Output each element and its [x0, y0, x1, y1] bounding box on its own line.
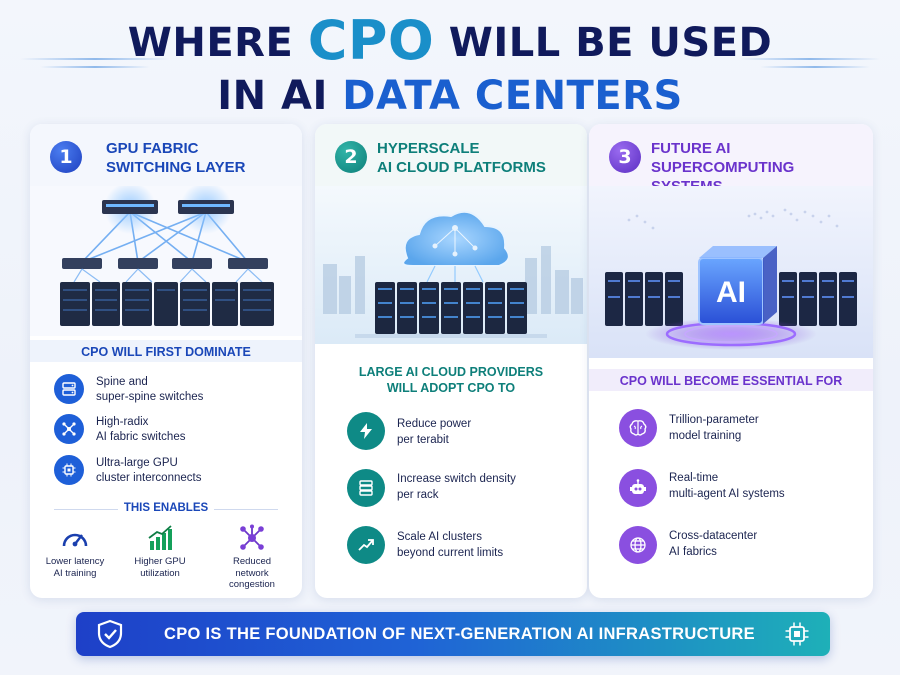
panel-header: 3 FUTURE AI SUPERCOMPUTING SYSTEMS	[589, 124, 873, 195]
title-cpo: CPO	[307, 9, 435, 72]
list-item: Real-time multi-agent AI systems	[669, 472, 785, 500]
list-item: Trillion-parameter model training	[669, 414, 759, 442]
panel-future-supercomputing: 3 FUTURE AI SUPERCOMPUTING SYSTEMS	[589, 124, 873, 598]
footer-text: CPO IS THE FOUNDATION OF NEXT-GENERATION…	[164, 625, 755, 643]
title-where: WHERE	[127, 20, 294, 66]
list-item: Reduce power per terabit	[397, 418, 472, 446]
title-will-be-used: WILL BE USED	[448, 20, 773, 66]
panel-hyperscale-cloud: 2 HYPERSCALE AI CLOUD PLATFORMS	[315, 124, 587, 598]
step-number-badge: 3	[609, 141, 641, 173]
panel-gpu-fabric: 1 GPU FABRIC SWITCHING LAYER	[30, 124, 302, 598]
benefit-reduced-congestion: Reduced network congestion	[212, 524, 292, 591]
title-in-ai: IN AI	[217, 73, 328, 119]
globe-icon	[619, 526, 657, 564]
light-streak	[20, 58, 170, 60]
title-data-centers: DATA CENTERS	[342, 73, 683, 119]
panel-header: 1 GPU FABRIC SWITCHING LAYER	[30, 124, 302, 186]
section-title: CPO WILL BECOME ESSENTIAL FOR	[619, 374, 843, 388]
panel-title: GPU FABRIC SWITCHING LAYER	[106, 140, 246, 176]
ai-supercomputer-illustration: AI	[589, 186, 873, 358]
list-item: Scale AI clusters beyond current limits	[397, 531, 504, 559]
server-rack-icon	[54, 374, 84, 404]
divider	[214, 509, 278, 510]
panel-header: 2 HYPERSCALE AI CLOUD PLATFORMS	[315, 124, 587, 186]
list-item: Cross-datacenter AI fabrics	[669, 530, 758, 558]
chip-icon	[785, 622, 809, 646]
section-title: LARGE AI CLOUD PROVIDERS WILL ADOPT CPO …	[358, 365, 544, 395]
light-streak	[740, 58, 880, 60]
section-band	[30, 340, 302, 362]
page-title: WHERE CPO WILL BE USED IN AI DATA CENTER…	[0, 14, 900, 119]
list-item: Increase switch density per rack	[397, 473, 516, 501]
footer-banner: CPO IS THE FOUNDATION OF NEXT-GENERATION…	[76, 612, 830, 656]
bar-growth-icon	[148, 525, 172, 550]
benefit-higher-utilization: Higher GPU utilization	[120, 524, 200, 579]
step-number-badge: 2	[335, 141, 367, 173]
chip-icon	[54, 455, 84, 485]
benefit-lower-latency: Lower latency AI training	[35, 524, 115, 579]
gpu-fabric-illustration	[30, 186, 302, 336]
light-streak	[760, 66, 870, 68]
section-title: CPO WILL FIRST DOMINATE	[81, 345, 251, 359]
brain-icon	[619, 409, 657, 447]
cloud-datacenter-illustration	[315, 186, 587, 344]
ai-cube-label: AI	[716, 276, 746, 309]
light-streak	[40, 66, 150, 68]
section-band	[589, 369, 873, 391]
robot-icon	[619, 469, 657, 507]
lightning-icon	[347, 412, 385, 450]
enables-title: THIS ENABLES	[123, 502, 209, 514]
shield-check-icon	[97, 619, 123, 649]
step-number-badge: 1	[50, 141, 82, 173]
server-stack-icon	[347, 469, 385, 507]
network-hub-icon	[240, 524, 264, 550]
panel-title: HYPERSCALE AI CLOUD PLATFORMS	[377, 140, 546, 176]
speedometer-icon	[62, 533, 88, 547]
network-nodes-icon	[54, 414, 84, 444]
divider	[54, 509, 118, 510]
trend-up-icon	[347, 526, 385, 564]
